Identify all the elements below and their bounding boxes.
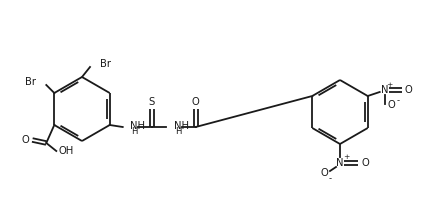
Text: Br: Br	[100, 59, 111, 69]
Text: -: -	[396, 97, 399, 105]
Text: O: O	[361, 158, 369, 168]
Text: NH: NH	[174, 121, 189, 131]
Text: N: N	[381, 85, 389, 95]
Text: +: +	[343, 154, 349, 160]
Text: OH: OH	[59, 146, 74, 156]
Text: S: S	[149, 97, 155, 107]
Text: H: H	[175, 127, 181, 135]
Text: O: O	[320, 168, 328, 178]
Text: O: O	[22, 135, 29, 145]
Text: O: O	[405, 85, 413, 95]
Text: O: O	[388, 100, 396, 110]
Text: -: -	[329, 174, 332, 184]
Text: +: +	[386, 82, 393, 88]
Text: O: O	[192, 97, 200, 107]
Text: H: H	[131, 127, 137, 135]
Text: N: N	[336, 158, 344, 168]
Text: NH: NH	[130, 121, 145, 131]
Text: Br: Br	[25, 77, 36, 87]
